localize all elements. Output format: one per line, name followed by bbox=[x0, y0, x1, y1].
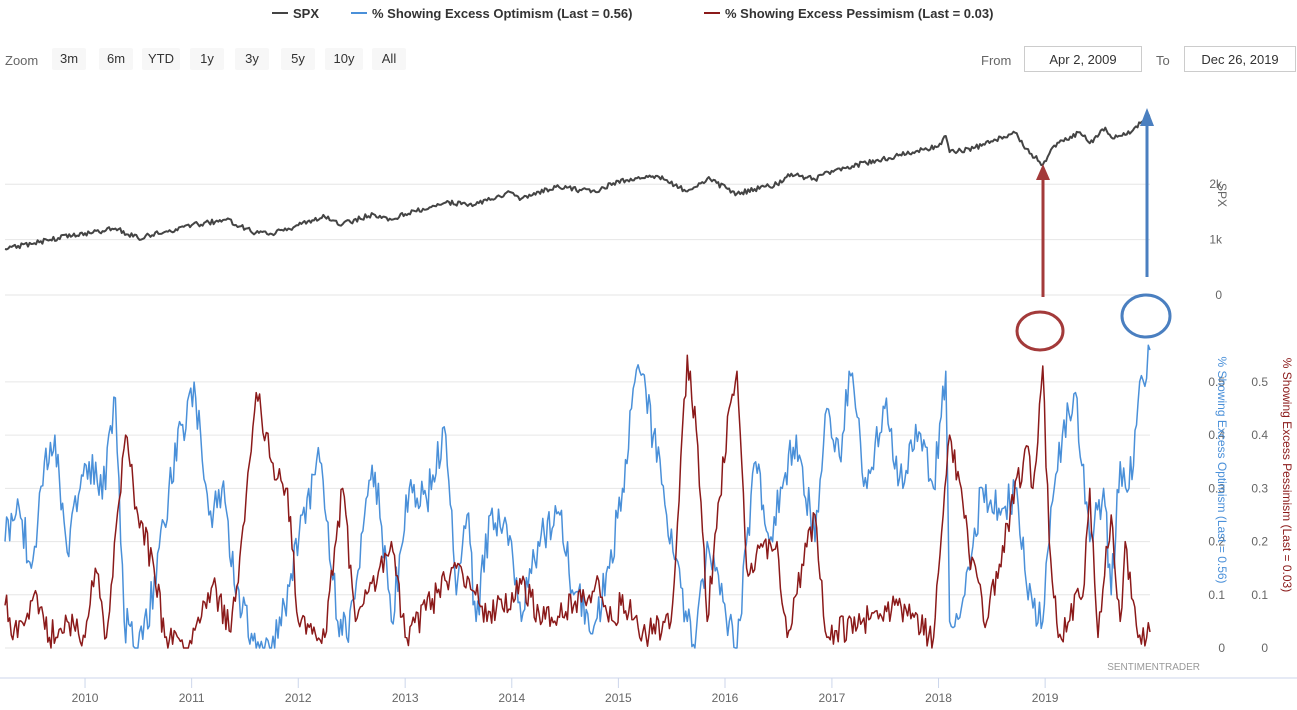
series-line-showing-excess-pessimism-last-0-03[interactable] bbox=[4, 354, 1151, 649]
zoom-ytd-button[interactable]: YTD bbox=[142, 48, 180, 70]
chart-series bbox=[4, 114, 1151, 649]
pessimism-arrow-head bbox=[1036, 164, 1050, 180]
spx_panel-y-tick-label: 2k bbox=[1209, 177, 1223, 191]
legend-label-optimism: % Showing Excess Optimism (Last = 0.56) bbox=[372, 6, 633, 21]
legend-label-spx: SPX bbox=[293, 6, 320, 21]
sentiment_panel-y-tick-label: 0.1 bbox=[1208, 588, 1225, 602]
sentiment_panel-y-tick-label: 0.2 bbox=[1208, 535, 1225, 549]
zoom-all-button[interactable]: All bbox=[372, 48, 406, 70]
spx_panel-y-tick-label: 1k bbox=[1209, 233, 1223, 247]
legend-item-pessimism[interactable]: % Showing Excess Pessimism (Last = 0.03) bbox=[704, 6, 993, 21]
pessimism-axis-title: % Showing Excess Pessimism (Last = 0.03) bbox=[1280, 358, 1294, 592]
x-tick-label-2012: 2012 bbox=[285, 691, 312, 705]
optimism-axis-title: % Showing Excess Optimism (Last = 0.56) bbox=[1215, 356, 1229, 583]
x-tick-label-2019: 2019 bbox=[1032, 691, 1059, 705]
zoom-3y-button[interactable]: 3y bbox=[235, 48, 269, 70]
x-tick-label-2018: 2018 bbox=[925, 691, 952, 705]
legend-swatch-spx bbox=[272, 12, 288, 15]
sentiment_panel-y2-tick-label: 0.1 bbox=[1251, 588, 1268, 602]
sentiment_panel-y2-tick-label: 0.5 bbox=[1251, 375, 1268, 389]
zoom-3m-button[interactable]: 3m bbox=[52, 48, 86, 70]
range-from-input[interactable]: Apr 2, 2009 bbox=[1024, 46, 1142, 72]
zoom-10y-button[interactable]: 10y bbox=[325, 48, 363, 70]
zoom-label: Zoom bbox=[5, 53, 39, 68]
chart-axes: 0 1k 2k 0 0 0.1 0.1 0.2 0.2 0.3 0.3 0.4 0.4 0.5 0.5 201… bbox=[0, 177, 1297, 705]
chart-grid bbox=[5, 183, 1150, 649]
x-tick-label-2015: 2015 bbox=[605, 691, 632, 705]
x-tick-label-2013: 2013 bbox=[392, 691, 419, 705]
zoom-1y-button[interactable]: 1y bbox=[190, 48, 224, 70]
optimism-arrow-head bbox=[1140, 108, 1154, 126]
sentiment_panel-y-tick-label: 0 bbox=[1218, 641, 1225, 655]
sentiment_panel-y2-tick-label: 0.4 bbox=[1251, 428, 1268, 442]
x-tick-label-2010: 2010 bbox=[72, 691, 99, 705]
sentiment_panel-y-tick-label: 0.3 bbox=[1208, 481, 1225, 495]
range-from-label: From bbox=[981, 53, 1012, 68]
legend-item-spx[interactable]: SPX bbox=[272, 6, 319, 21]
zoom-6m-button[interactable]: 6m bbox=[99, 48, 133, 70]
spx-axis-title: SPX bbox=[1215, 183, 1229, 207]
legend-item-optimism[interactable]: % Showing Excess Optimism (Last = 0.56) bbox=[351, 6, 632, 21]
sentiment_panel-y2-tick-label: 0 bbox=[1261, 641, 1268, 655]
spx_panel-y-tick-label: 0 bbox=[1215, 288, 1222, 302]
pessimism-highlight-circle bbox=[1015, 310, 1065, 352]
range-to-label: To bbox=[1156, 53, 1170, 68]
series-line-spx[interactable] bbox=[4, 114, 1151, 251]
x-tick-label-2017: 2017 bbox=[819, 691, 846, 705]
sentiment_panel-y-tick-label: 0.5 bbox=[1208, 375, 1225, 389]
sentiment_panel-y-tick-label: 0.4 bbox=[1208, 428, 1225, 442]
optimism-highlight-circle bbox=[1120, 293, 1172, 339]
chart-credit: SENTIMENTRADER bbox=[1107, 662, 1200, 673]
chart-legend: SPX % Showing Excess Optimism (Last = 0.… bbox=[0, 6, 1297, 26]
zoom-5y-button[interactable]: 5y bbox=[281, 48, 315, 70]
legend-label-pessimism: % Showing Excess Pessimism (Last = 0.03) bbox=[725, 6, 994, 21]
legend-swatch-pessimism bbox=[704, 12, 720, 15]
x-tick-label-2016: 2016 bbox=[712, 691, 739, 705]
series-line-showing-excess-optimism-last-0-56[interactable] bbox=[4, 344, 1151, 649]
x-tick-label-2014: 2014 bbox=[498, 691, 525, 705]
x-tick-label-2011: 2011 bbox=[179, 691, 205, 705]
sentiment_panel-y2-tick-label: 0.2 bbox=[1251, 535, 1268, 549]
legend-swatch-optimism bbox=[351, 12, 367, 15]
range-to-input[interactable]: Dec 26, 2019 bbox=[1184, 46, 1296, 72]
chart-annotations bbox=[1015, 108, 1172, 352]
sentiment_panel-y2-tick-label: 0.3 bbox=[1251, 481, 1268, 495]
